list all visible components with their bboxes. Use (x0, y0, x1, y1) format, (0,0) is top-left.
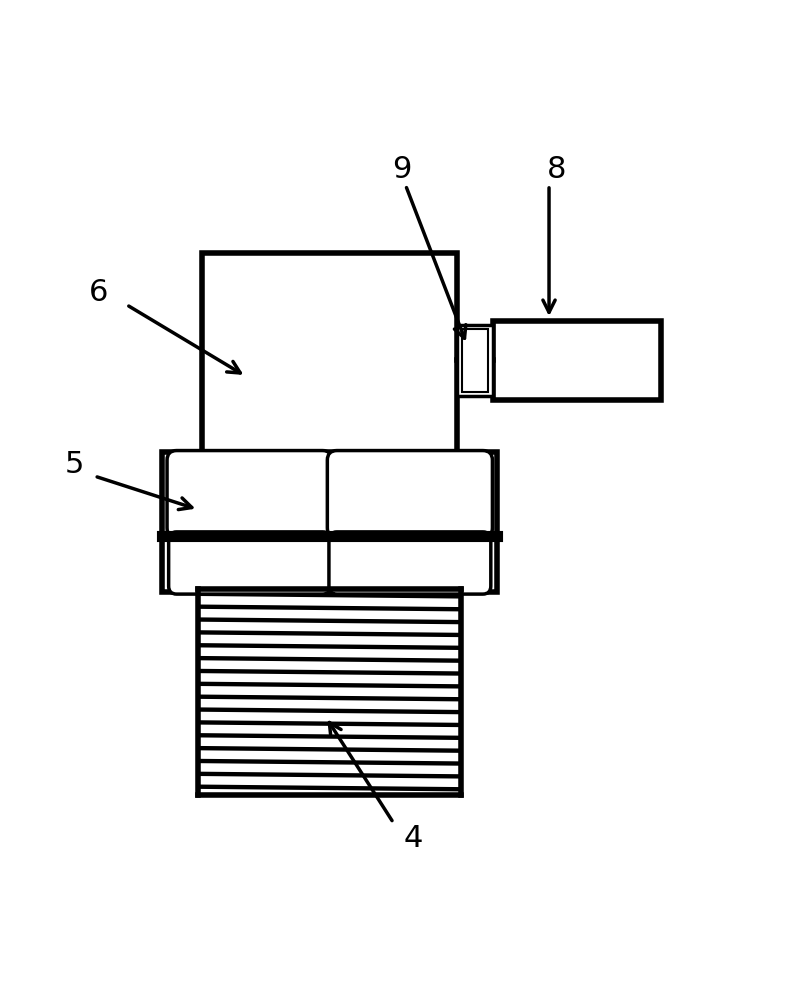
Bar (162, 452, 496, 536)
Polygon shape (198, 733, 460, 740)
Polygon shape (198, 772, 460, 779)
Text: 6: 6 (89, 278, 108, 307)
Polygon shape (198, 592, 460, 599)
Bar (457, 325, 492, 396)
FancyBboxPatch shape (168, 532, 330, 594)
Polygon shape (198, 617, 460, 624)
Polygon shape (198, 785, 460, 791)
Polygon shape (198, 746, 460, 753)
Polygon shape (198, 656, 460, 663)
FancyBboxPatch shape (327, 451, 492, 537)
Polygon shape (198, 707, 460, 714)
FancyBboxPatch shape (329, 532, 490, 594)
Text: 5: 5 (65, 450, 84, 479)
Polygon shape (198, 694, 460, 701)
Polygon shape (198, 604, 460, 611)
Text: 8: 8 (547, 155, 566, 184)
Polygon shape (198, 630, 460, 637)
FancyBboxPatch shape (167, 451, 332, 537)
Bar (492, 321, 660, 400)
Polygon shape (198, 720, 460, 727)
Bar (202, 253, 457, 456)
Text: 9: 9 (391, 155, 411, 184)
Bar (162, 534, 496, 592)
Polygon shape (198, 643, 460, 650)
Polygon shape (198, 759, 460, 766)
Bar (461, 329, 488, 392)
Text: 4: 4 (403, 824, 423, 853)
Polygon shape (198, 669, 460, 676)
Polygon shape (198, 682, 460, 689)
